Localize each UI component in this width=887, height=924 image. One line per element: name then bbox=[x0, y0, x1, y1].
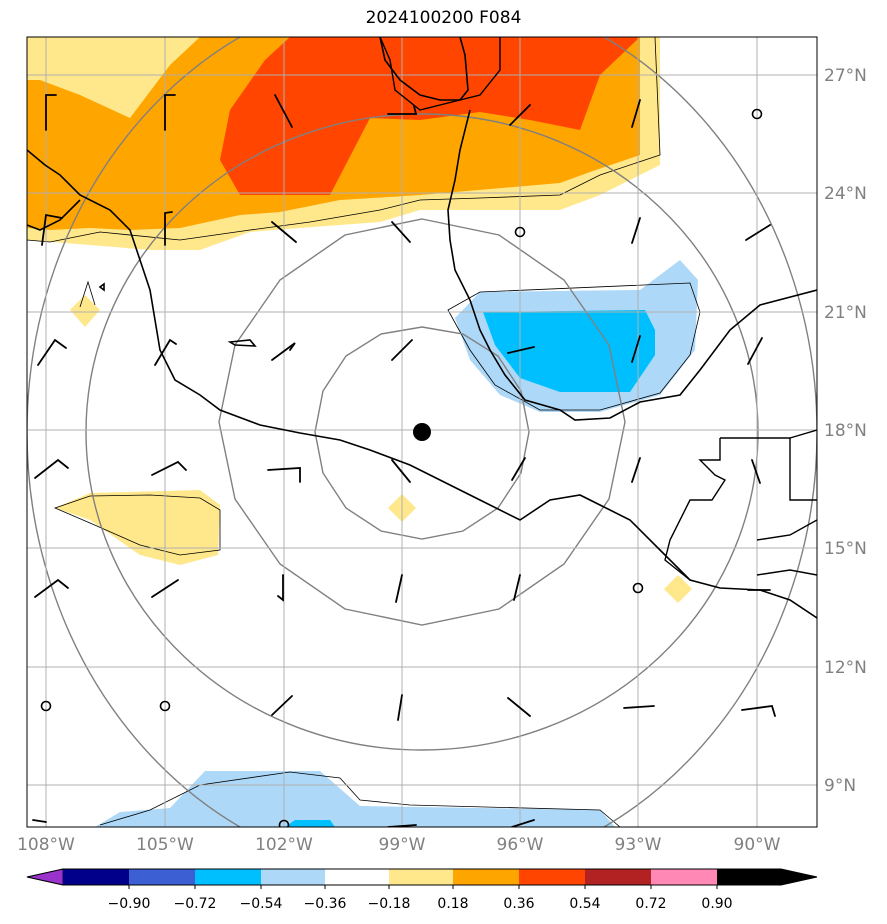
y-tick-label: 24°N bbox=[824, 184, 867, 204]
x-tick-label: 108°W bbox=[17, 835, 75, 855]
colorbar-swatch bbox=[195, 869, 261, 885]
colorbar-swatch bbox=[325, 869, 389, 885]
colorbar: −0.90 −0.72 −0.54 −0.36 −0.18 0.18 0.36 … bbox=[26, 868, 818, 912]
colorbar-extend-high bbox=[717, 869, 817, 885]
map-frame bbox=[26, 36, 818, 828]
colorbar-swatch bbox=[389, 869, 453, 885]
x-tick-label: 90°W bbox=[734, 835, 781, 855]
contour-lines bbox=[27, 37, 701, 827]
coastlines bbox=[27, 37, 817, 619]
x-tick-label: 102°W bbox=[255, 835, 313, 855]
positive-anomaly-shading bbox=[27, 37, 692, 603]
y-tick-label: 27°N bbox=[824, 66, 867, 86]
colorbar-label: −0.36 bbox=[304, 896, 347, 912]
calm-wind-markers bbox=[40, 108, 763, 827]
colorbar-label: 0.72 bbox=[635, 896, 666, 912]
storm-center-dot bbox=[413, 423, 431, 441]
colorbar-swatch bbox=[453, 869, 519, 885]
wind-barbs bbox=[32, 94, 776, 827]
y-tick-label: 15°N bbox=[824, 539, 867, 559]
colorbar-swatch bbox=[261, 869, 325, 885]
colorbar-label: 0.54 bbox=[569, 896, 600, 912]
map-title: 2024100200 F084 bbox=[365, 8, 522, 28]
colorbar-label: −0.54 bbox=[240, 896, 283, 912]
colorbar-swatch bbox=[585, 869, 651, 885]
y-tick-label: 12°N bbox=[824, 658, 867, 678]
country-borders bbox=[379, 37, 817, 581]
longitude-labels: 108°W 105°W 102°W 99°W 96°W 93°W 90°W bbox=[17, 835, 781, 855]
colorbar-swatch bbox=[63, 869, 129, 885]
colorbar-label: 0.18 bbox=[437, 896, 468, 912]
colorbar-label: 0.90 bbox=[701, 896, 732, 912]
range-rings bbox=[27, 37, 817, 827]
y-tick-label: 18°N bbox=[824, 421, 867, 441]
colorbar-label: −0.72 bbox=[174, 896, 217, 912]
colorbar-swatch bbox=[651, 869, 717, 885]
x-tick-label: 96°W bbox=[497, 835, 544, 855]
latitude-labels: 27°N 24°N 21°N 18°N 15°N 12°N 9°N bbox=[824, 66, 867, 796]
colorbar-extend-low bbox=[26, 868, 64, 886]
y-tick-label: 9°N bbox=[824, 776, 856, 796]
map-plot-area bbox=[27, 37, 817, 827]
colorbar-label: −0.18 bbox=[368, 896, 411, 912]
x-tick-label: 93°W bbox=[615, 835, 662, 855]
x-tick-label: 105°W bbox=[136, 835, 194, 855]
colorbar-label: 0.36 bbox=[503, 896, 534, 912]
y-tick-label: 21°N bbox=[824, 303, 867, 323]
colorbar-swatch bbox=[519, 869, 585, 885]
colorbar-label: −0.90 bbox=[108, 896, 151, 912]
colorbar-swatch bbox=[129, 869, 195, 885]
x-tick-label: 99°W bbox=[379, 835, 426, 855]
